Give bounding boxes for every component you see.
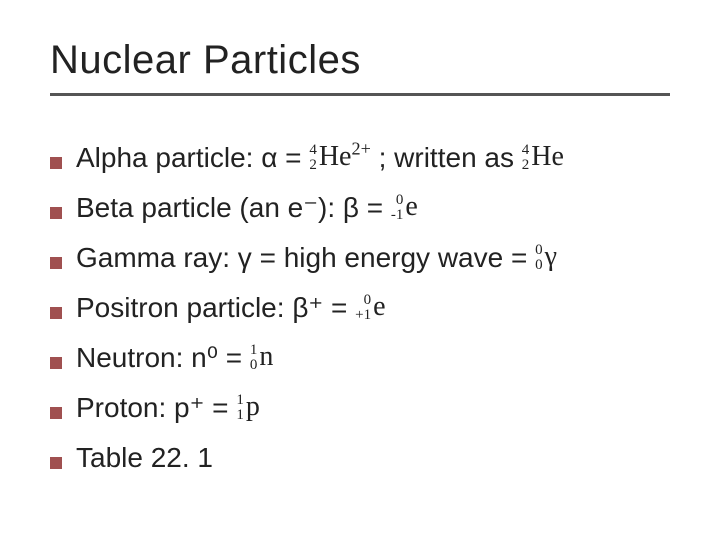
atomic-number: 0 [535,258,543,273]
nuclide-symbol: 4 2 He2+ [309,135,371,180]
element-symbol: He [531,135,564,180]
nuclide-scripts: 0 -1 [391,193,404,223]
mass-number: 0 [535,243,543,258]
list-item: Neutron: n⁰ = 1 0 n [50,336,670,382]
bullet-list: Alpha particle: α = 4 2 He2+ ; written a… [50,136,670,481]
bullet-icon [50,157,62,169]
nuclide-scripts: 4 2 [309,143,317,173]
nuclide-symbol: 0 +1 e [355,285,385,330]
nuclide-scripts: 4 2 [522,143,530,173]
mass-number: 0 [364,293,372,308]
mass-number: 4 [522,143,530,158]
atomic-number: 0 [250,358,258,373]
element-symbol: n [259,335,273,380]
mass-number: 0 [396,193,404,208]
nuclide-scripts: 1 0 [250,343,258,373]
element-symbol: He2+ [319,135,371,180]
nuclide-scripts: 0 +1 [355,293,371,323]
bullet-icon [50,207,62,219]
mass-number: 1 [236,393,244,408]
mass-number: 1 [250,343,258,358]
nuclide-symbol: 4 2 He [522,135,564,180]
atomic-number: 2 [309,158,317,173]
mass-number: 4 [309,143,317,158]
text-fragment: ; written as [379,142,522,173]
nuclide-scripts: 1 1 [236,393,244,423]
bullet-icon [50,307,62,319]
nuclide-symbol: 0 0 γ [535,235,557,280]
list-item: Beta particle (an e⁻): β = 0 -1 e [50,186,670,232]
atomic-number: 1 [236,408,244,423]
text-fragment: Proton: p⁺ = [76,392,236,423]
element-symbol: p [246,385,260,430]
text-fragment: Table 22. 1 [76,442,213,473]
text-fragment: Alpha particle: α = [76,142,309,173]
nuclide-symbol: 0 -1 e [391,185,418,230]
list-item: Gamma ray: γ = high energy wave = 0 0 γ [50,236,670,282]
slide: Nuclear Particles Alpha particle: α = 4 … [0,0,720,540]
list-item-text: Positron particle: β⁺ = 0 +1 e [76,286,386,332]
bullet-icon [50,357,62,369]
atomic-number: -1 [391,208,404,223]
list-item-text: Alpha particle: α = 4 2 He2+ ; written a… [76,136,564,182]
list-item-text: Neutron: n⁰ = 1 0 n [76,336,273,382]
list-item: Proton: p⁺ = 1 1 p [50,386,670,432]
element-symbol: e [405,185,417,230]
bullet-icon [50,457,62,469]
list-item: Table 22. 1 [50,436,670,481]
text-fragment: Gamma ray: γ = high energy wave = [76,242,535,273]
bullet-icon [50,257,62,269]
nuclide-symbol: 1 1 p [236,385,260,430]
title-underline [50,93,670,96]
list-item-text: Proton: p⁺ = 1 1 p [76,386,260,432]
nuclide-symbol: 1 0 n [250,335,274,380]
element-symbol: γ [545,235,557,280]
list-item: Alpha particle: α = 4 2 He2+ ; written a… [50,136,670,182]
list-item-text: Beta particle (an e⁻): β = 0 -1 e [76,186,418,232]
list-item-text: Table 22. 1 [76,436,213,481]
list-item-text: Gamma ray: γ = high energy wave = 0 0 γ [76,236,557,282]
bullet-icon [50,407,62,419]
text-fragment: Beta particle (an e⁻): β = [76,192,391,223]
list-item: Positron particle: β⁺ = 0 +1 e [50,286,670,332]
nuclide-scripts: 0 0 [535,243,543,273]
element-symbol: e [373,285,385,330]
slide-title: Nuclear Particles [50,38,670,83]
atomic-number: 2 [522,158,530,173]
text-fragment: Positron particle: β⁺ = [76,292,355,323]
text-fragment: Neutron: n⁰ = [76,342,250,373]
atomic-number: +1 [355,308,371,323]
